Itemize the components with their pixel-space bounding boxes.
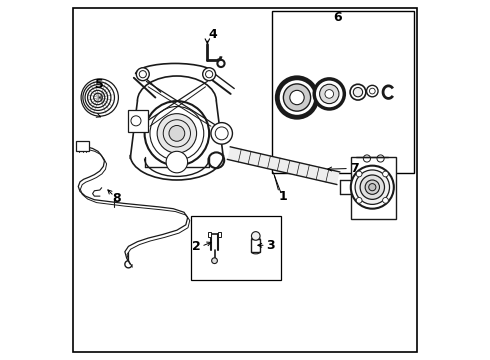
Bar (218, 232, 221, 237)
Circle shape (319, 84, 339, 104)
Circle shape (212, 258, 218, 264)
Bar (272, 12, 414, 173)
Circle shape (367, 85, 378, 97)
Circle shape (325, 90, 334, 98)
Bar (208, 232, 211, 237)
Circle shape (277, 78, 317, 117)
Circle shape (314, 79, 344, 109)
Circle shape (355, 170, 390, 204)
Circle shape (351, 166, 394, 209)
Circle shape (383, 198, 389, 203)
Circle shape (145, 101, 209, 166)
Circle shape (169, 126, 185, 141)
Text: 6: 6 (333, 12, 342, 24)
Circle shape (283, 84, 311, 111)
Bar (251, 239, 260, 252)
Circle shape (356, 171, 362, 177)
Text: 1: 1 (278, 190, 287, 203)
Text: 7: 7 (350, 162, 359, 175)
Bar (76, 140, 89, 150)
Text: 2: 2 (192, 240, 201, 253)
Circle shape (157, 114, 196, 153)
Text: 3: 3 (266, 239, 274, 252)
Bar (191, 216, 281, 280)
Text: 5: 5 (96, 78, 104, 91)
Circle shape (136, 68, 149, 81)
Bar (351, 157, 395, 220)
Circle shape (353, 87, 363, 97)
Circle shape (251, 231, 260, 240)
Circle shape (290, 90, 304, 105)
Circle shape (360, 175, 385, 199)
Circle shape (356, 198, 362, 203)
Circle shape (365, 180, 379, 194)
Text: 4: 4 (208, 28, 217, 41)
Text: 8: 8 (113, 192, 122, 205)
Circle shape (203, 68, 216, 81)
Circle shape (166, 151, 188, 173)
Polygon shape (227, 147, 340, 184)
Circle shape (383, 171, 389, 177)
Circle shape (218, 60, 224, 67)
Circle shape (211, 123, 232, 144)
Bar (128, 110, 148, 132)
Circle shape (368, 184, 376, 191)
Circle shape (350, 84, 366, 100)
